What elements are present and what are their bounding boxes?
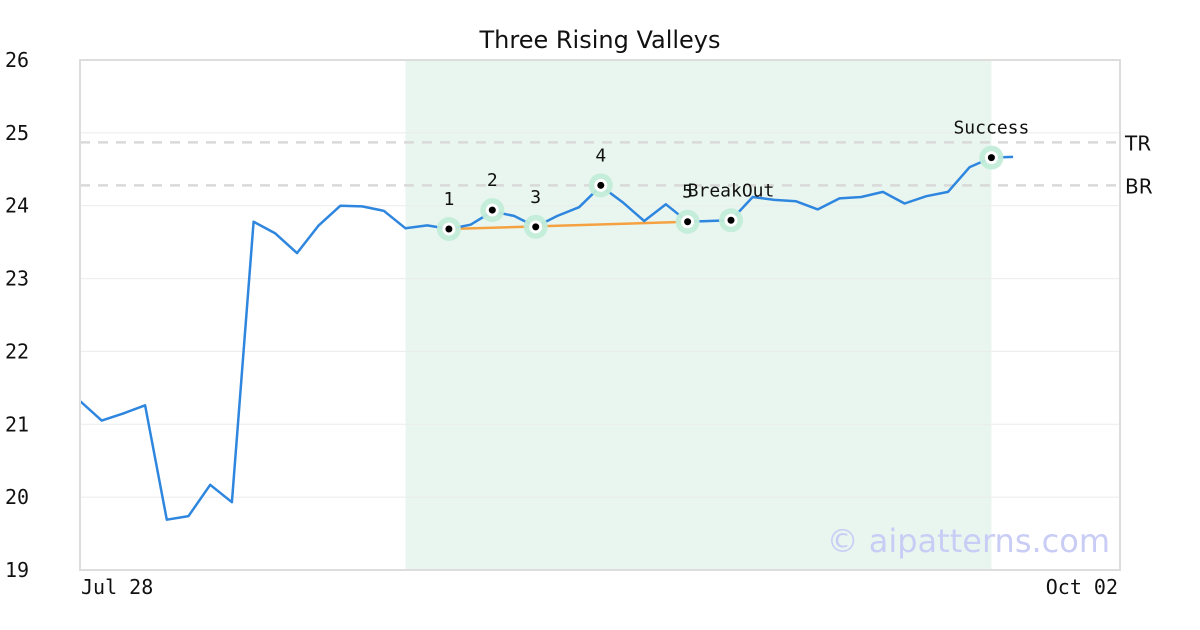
point-2 bbox=[488, 206, 496, 214]
pattern-region bbox=[405, 60, 992, 570]
y-tick-label-21: 21 bbox=[5, 412, 29, 436]
point-label-breakout: BreakOut bbox=[688, 180, 775, 201]
point-5 bbox=[684, 218, 692, 226]
pattern-region-layer bbox=[405, 60, 992, 570]
hline-label-tr: TR bbox=[1124, 131, 1151, 155]
price-series-line bbox=[79, 155, 1014, 521]
point-breakout bbox=[727, 216, 735, 224]
trend-line bbox=[448, 220, 688, 231]
point-label-success: Success bbox=[953, 118, 1029, 139]
point-label-2: 2 bbox=[487, 170, 498, 191]
y-tick-label-23: 23 bbox=[5, 267, 29, 291]
y-tick-label-24: 24 bbox=[5, 194, 29, 218]
point-label-4: 4 bbox=[595, 145, 606, 166]
hline-label-br: BR bbox=[1125, 174, 1153, 198]
plot-frame bbox=[79, 59, 1121, 571]
point-label-1: 1 bbox=[443, 189, 454, 210]
point-label-5: 5 bbox=[682, 182, 693, 203]
y-tick-label-22: 22 bbox=[5, 339, 29, 363]
point-1 bbox=[445, 225, 453, 233]
point-3 bbox=[532, 223, 540, 231]
y-tick-label-20: 20 bbox=[5, 485, 29, 509]
y-tick-label-26: 26 bbox=[5, 48, 29, 72]
x-tick-label-end: Oct 02 bbox=[1046, 575, 1118, 599]
grid-layer bbox=[80, 132, 1120, 498]
series-layer bbox=[79, 155, 1014, 521]
y-tick-label-19: 19 bbox=[5, 558, 29, 582]
horizontal-lines-layer: TR BR bbox=[80, 131, 1153, 198]
point-4 bbox=[597, 181, 605, 189]
y-tick-label-25: 25 bbox=[5, 121, 29, 145]
axis-layer: 19 20 21 22 23 24 25 26 bbox=[5, 48, 29, 582]
x-tick-label-start: Jul 28 bbox=[81, 575, 153, 599]
chart-title: Three Rising Valleys bbox=[478, 26, 720, 54]
watermark: © aipatterns.com bbox=[827, 522, 1110, 560]
point-success bbox=[987, 154, 995, 162]
point-label-3: 3 bbox=[530, 187, 541, 208]
